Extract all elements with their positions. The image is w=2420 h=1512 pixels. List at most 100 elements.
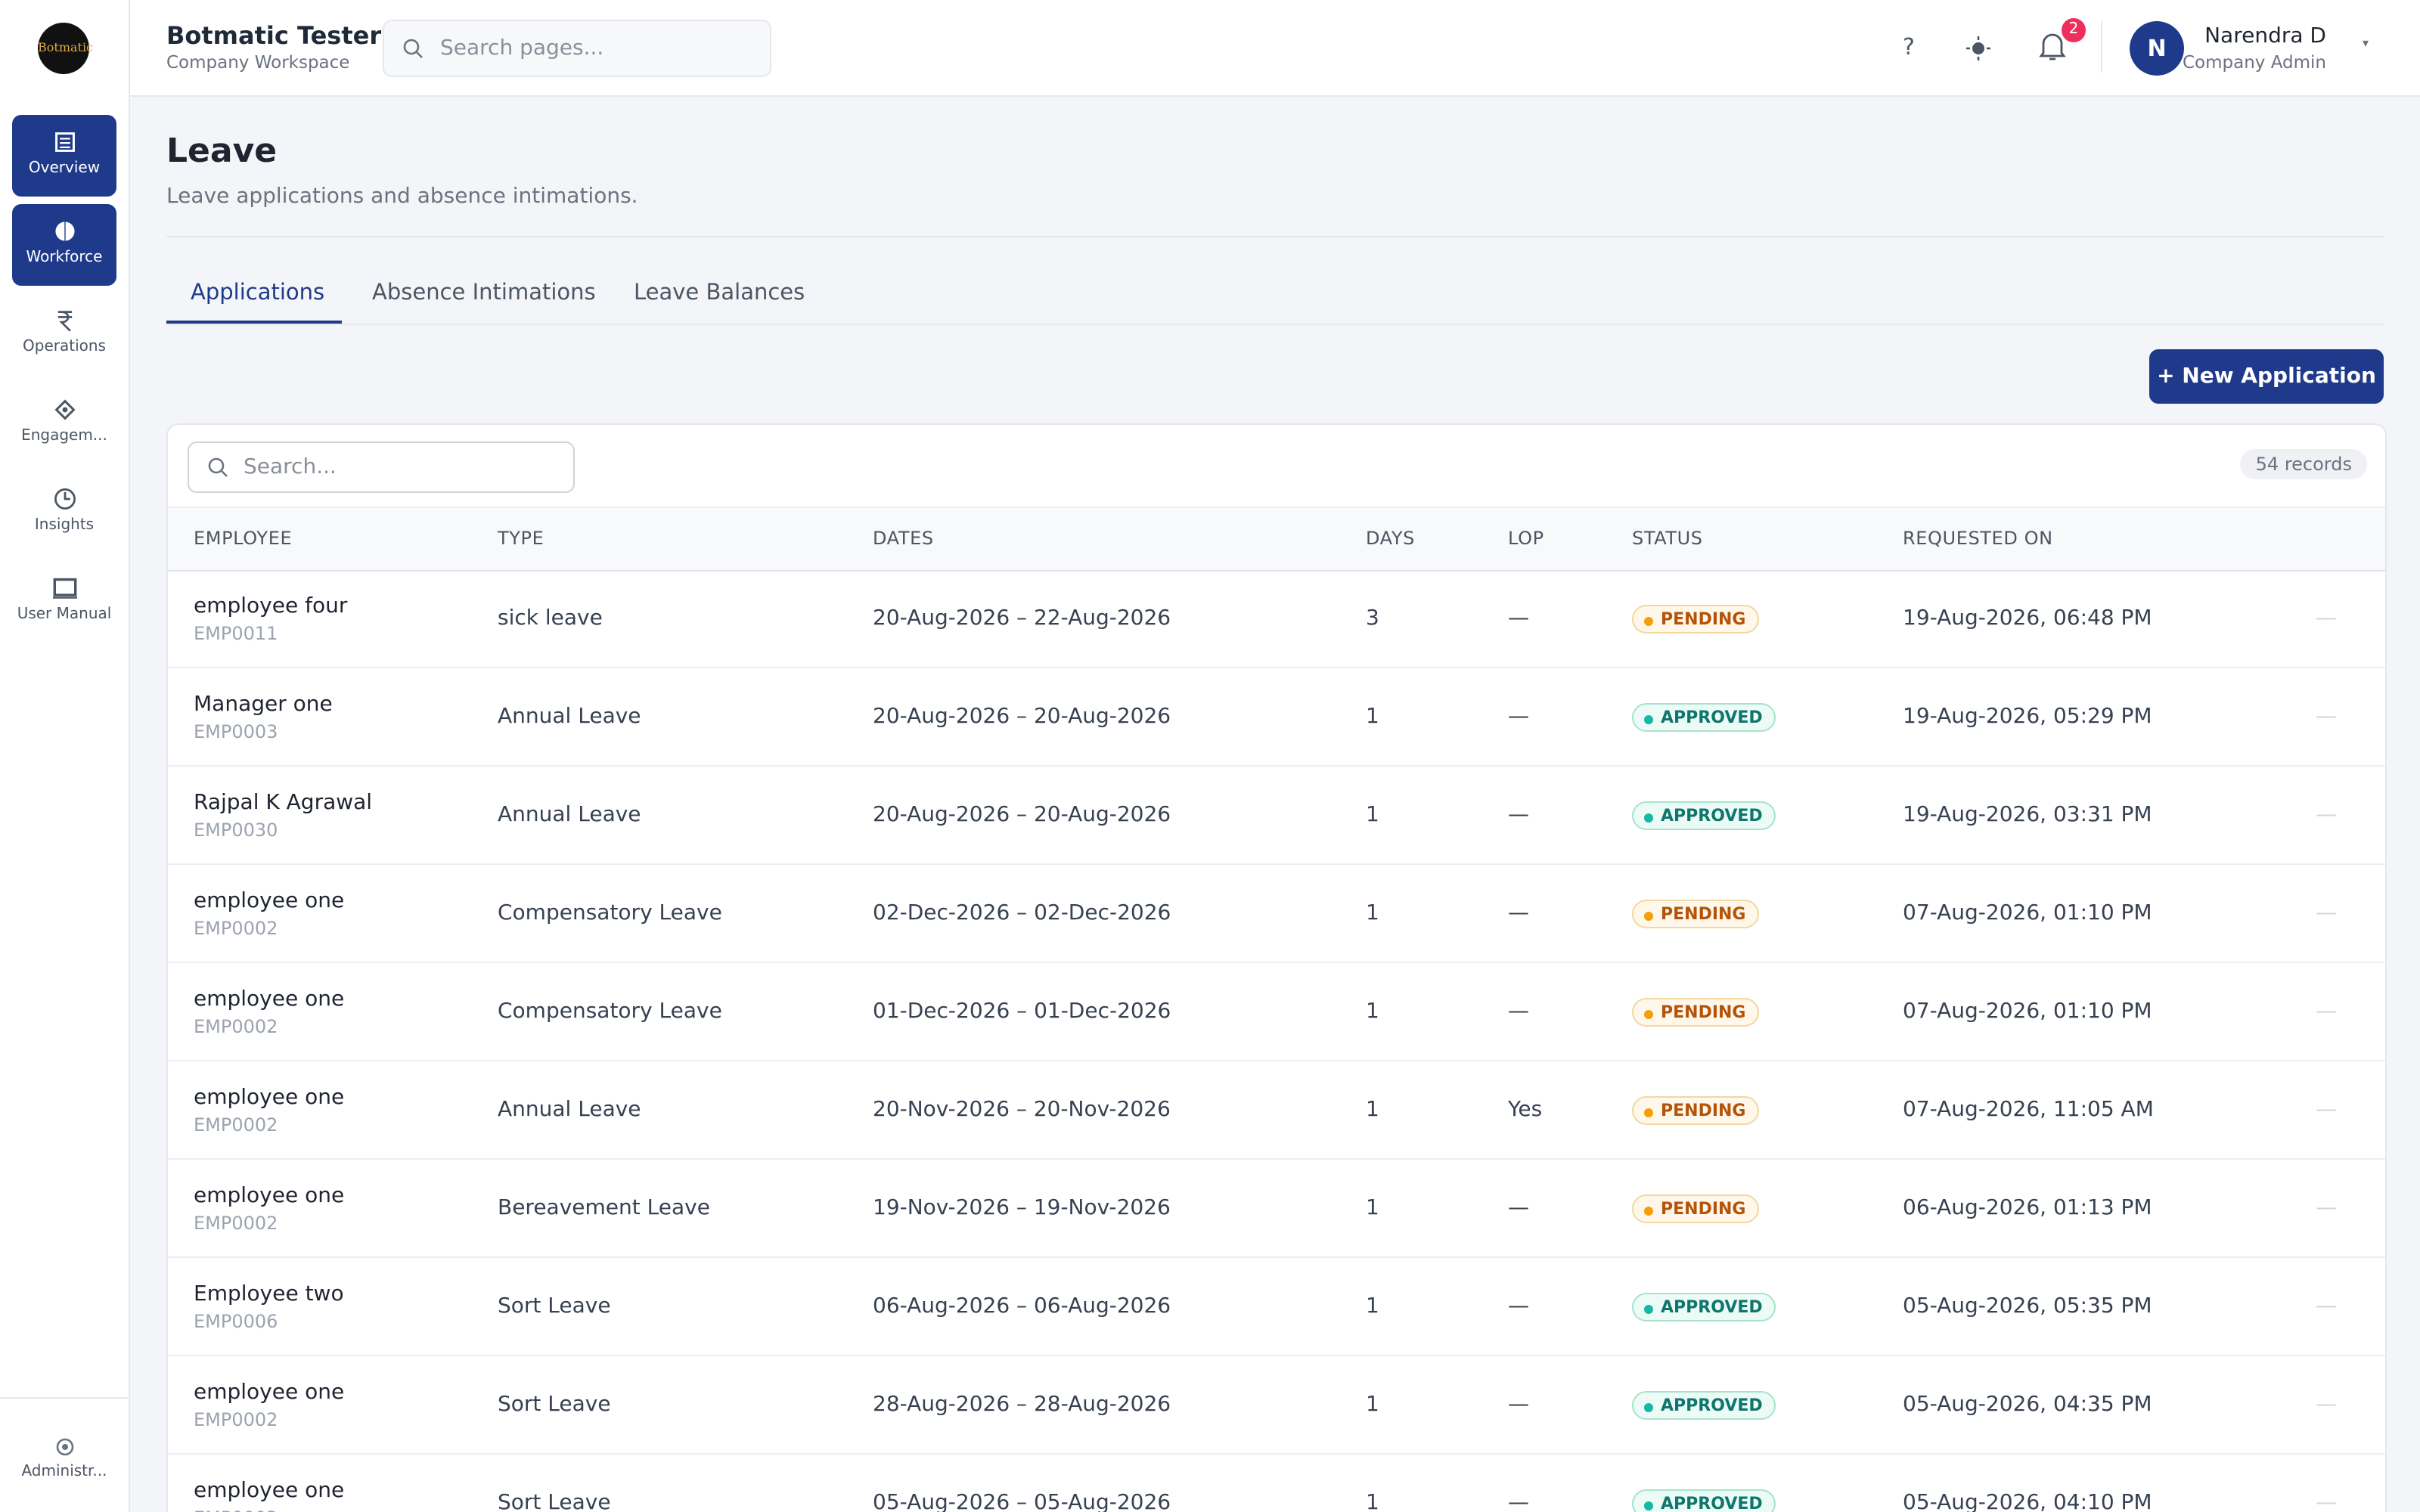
row-action: —: [2316, 1491, 2337, 1512]
days: 1: [1366, 803, 1379, 827]
days: 1: [1366, 1491, 1379, 1512]
brand-name: Botmatic Tester: [166, 21, 382, 50]
record-count: 54 records: [2240, 449, 2367, 479]
page-subtitle: Leave applications and absence intimatio…: [166, 184, 638, 209]
employee-id: EMP0030: [194, 820, 278, 841]
table-row[interactable]: [168, 1061, 2385, 1160]
avatar[interactable]: N: [2130, 21, 2184, 76]
nav-item[interactable]: Engagem...: [12, 383, 116, 464]
user-name: Narendra D: [2204, 24, 2326, 48]
days: 1: [1366, 705, 1379, 729]
lop: —: [1508, 1196, 1529, 1220]
lop: —: [1508, 901, 1529, 925]
status-badge: PENDING: [1632, 605, 1760, 634]
status-badge: APPROVED: [1632, 1293, 1776, 1321]
notifications[interactable]: [2039, 32, 2066, 62]
requested-on: 19-Aug-2026, 06:48 PM: [1903, 606, 2152, 631]
column-header: TYPE: [498, 528, 544, 549]
leave-dates: 20-Nov-2026 – 20-Nov-2026: [873, 1098, 1171, 1122]
table-row[interactable]: [168, 668, 2385, 767]
lop: Yes: [1508, 1098, 1543, 1122]
employee-name: employee one: [194, 1380, 345, 1405]
leave-type: Sort Leave: [498, 1393, 611, 1417]
tab[interactable]: Applications: [191, 281, 325, 305]
leave-dates: 20-Aug-2026 – 20-Aug-2026: [873, 705, 1171, 729]
days: 1: [1366, 1098, 1379, 1122]
new-application-button[interactable]: + New Application: [2149, 349, 2384, 404]
days: 1: [1366, 1196, 1379, 1220]
table-row[interactable]: [168, 1356, 2385, 1455]
status-badge: APPROVED: [1632, 703, 1776, 732]
days: 1: [1366, 901, 1379, 925]
requested-on: 07-Aug-2026, 01:10 PM: [1903, 901, 2152, 925]
status-badge: APPROVED: [1632, 1489, 1776, 1512]
row-action: —: [2316, 1294, 2337, 1318]
employee-id: EMP0002: [194, 1114, 278, 1136]
days: 1: [1366, 1393, 1379, 1417]
row-action: —: [2316, 901, 2337, 925]
employee-id: EMP0002: [194, 918, 278, 939]
nav-item[interactable]: Workforce: [12, 204, 116, 286]
brand-workspace: Company Workspace: [166, 51, 350, 73]
requested-on: 05-Aug-2026, 05:35 PM: [1903, 1294, 2152, 1318]
logo: Botmatic: [38, 23, 93, 74]
row-action: —: [2316, 999, 2337, 1024]
nav-admin[interactable]: Administr...: [12, 1421, 116, 1503]
nav-label: Insights: [34, 517, 95, 534]
requested-on: 06-Aug-2026, 01:13 PM: [1903, 1196, 2152, 1220]
column-header: DAYS: [1366, 528, 1415, 549]
leave-type: sick leave: [498, 606, 603, 631]
leave-type: Compensatory Leave: [498, 999, 722, 1024]
nav-item[interactable]: Overview: [12, 115, 116, 197]
employee-name: employee one: [194, 889, 345, 913]
nav-item[interactable]: Operations: [12, 293, 116, 375]
user-menu-caret[interactable]: ▾: [2363, 36, 2369, 50]
requested-on: 05-Aug-2026, 04:35 PM: [1903, 1393, 2152, 1417]
user-role: Company Admin: [2182, 51, 2326, 73]
table-row[interactable]: [168, 767, 2385, 865]
leave-dates: 28-Aug-2026 – 28-Aug-2026: [873, 1393, 1171, 1417]
lop: —: [1508, 803, 1529, 827]
page-title: Leave: [166, 133, 278, 171]
table-row[interactable]: [168, 1258, 2385, 1356]
table-row[interactable]: [168, 570, 2385, 668]
leave-type: Sort Leave: [498, 1491, 611, 1512]
lop: —: [1508, 1294, 1529, 1318]
table-search[interactable]: Search...: [188, 442, 575, 493]
status-badge: PENDING: [1632, 900, 1760, 928]
employee-name: employee four: [194, 594, 348, 618]
nav-item[interactable]: User Manual: [12, 561, 116, 643]
row-action: —: [2316, 1098, 2337, 1122]
table-row[interactable]: [168, 865, 2385, 963]
nav-item[interactable]: Insights: [12, 472, 116, 553]
leave-type: Annual Leave: [498, 803, 641, 827]
page-search[interactable]: Search pages...: [383, 20, 771, 77]
leave-dates: 02-Dec-2026 – 02-Dec-2026: [873, 901, 1171, 925]
requested-on: 07-Aug-2026, 11:05 AM: [1903, 1098, 2154, 1122]
table-row[interactable]: [168, 963, 2385, 1061]
employee-id: EMP0002: [194, 1409, 278, 1430]
theme-toggle[interactable]: [1966, 36, 1990, 60]
days: 1: [1366, 1294, 1379, 1318]
status-badge: APPROVED: [1632, 1391, 1776, 1420]
help-button[interactable]: ?: [1903, 33, 1915, 60]
requested-on: 05-Aug-2026, 04:10 PM: [1903, 1491, 2152, 1512]
leave-dates: 19-Nov-2026 – 19-Nov-2026: [873, 1196, 1171, 1220]
column-header: REQUESTED ON: [1903, 528, 2053, 549]
leave-dates: 20-Aug-2026 – 20-Aug-2026: [873, 803, 1171, 827]
employee-id: EMP0003: [194, 721, 278, 742]
leave-dates: 01-Dec-2026 – 01-Dec-2026: [873, 999, 1171, 1024]
lop: —: [1508, 1491, 1529, 1512]
employee-name: employee one: [194, 1479, 345, 1503]
employee-name: Rajpal K Agrawal: [194, 791, 373, 815]
column-header: DATES: [873, 528, 934, 549]
tab[interactable]: Absence Intimations: [372, 281, 596, 305]
leave-dates: 05-Aug-2026 – 05-Aug-2026: [873, 1491, 1171, 1512]
employee-name: Employee two: [194, 1282, 344, 1306]
nav-label: Engagem...: [21, 428, 107, 445]
requested-on: 07-Aug-2026, 01:10 PM: [1903, 999, 2152, 1024]
leave-type: Compensatory Leave: [498, 901, 722, 925]
table-row[interactable]: [168, 1160, 2385, 1258]
tab[interactable]: Leave Balances: [634, 281, 805, 305]
